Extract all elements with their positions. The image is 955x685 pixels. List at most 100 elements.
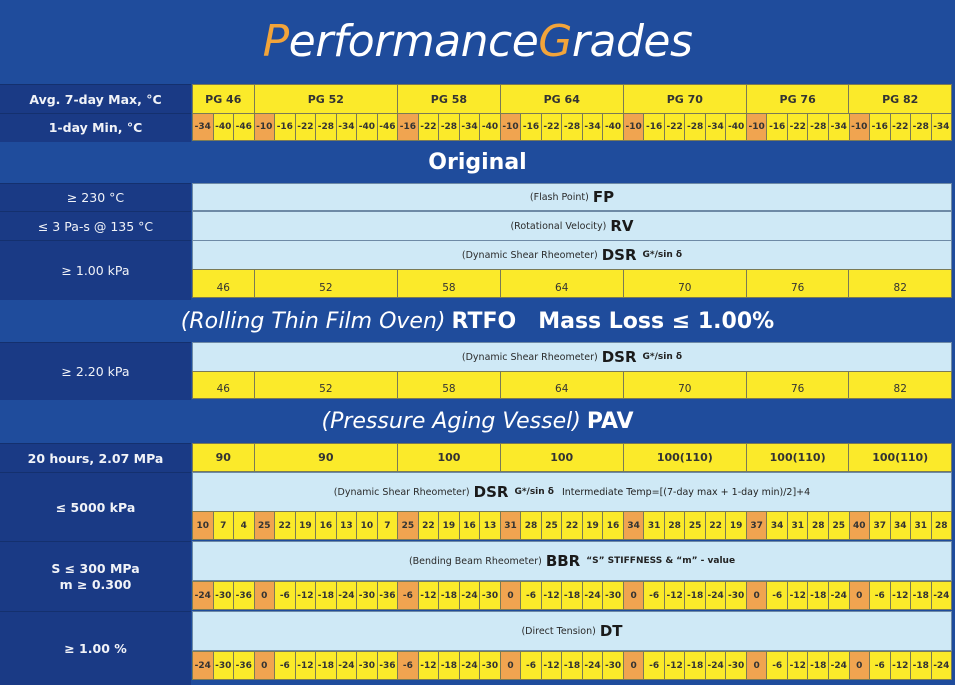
flash-point-criteria: ≥ 230 °C bbox=[0, 183, 191, 212]
grade-cell: 70 bbox=[622, 371, 747, 399]
grade-cell: 82 bbox=[848, 269, 952, 298]
dsr-pav-temps-row: 10 7 4 25 22 19 16 13 10 7 25 22 19 16 13 31 28 25 22 19 16 3… bbox=[192, 511, 953, 540]
temp-cell: 28 bbox=[807, 511, 829, 540]
temp-cell: -12 bbox=[786, 651, 809, 680]
temp-cell: 28 bbox=[663, 511, 686, 540]
temp-cell: -22 bbox=[540, 113, 563, 141]
rotational-viscosity-row: (Rotational Velocity) RV bbox=[192, 211, 952, 241]
temp-cell: -30 bbox=[602, 581, 624, 610]
temp-cell: 28 bbox=[520, 511, 542, 540]
pav-aging-temps: 90 90 100 100 100(110) 100(110) 100(110) bbox=[192, 443, 952, 472]
grade-cell: 100(110) bbox=[745, 443, 850, 472]
grade-cell: 58 bbox=[397, 371, 501, 399]
grade-cell: 46 bbox=[192, 269, 255, 298]
temp-cell: -10 bbox=[745, 113, 768, 141]
temp-cell: -22 bbox=[786, 113, 809, 141]
temp-cell: 13 bbox=[479, 511, 501, 540]
temp-cell: 10 bbox=[356, 511, 378, 540]
temp-cell: -12 bbox=[663, 651, 686, 680]
dt-criteria: ≥ 1.00 % bbox=[0, 611, 191, 685]
temp-cell: -6 bbox=[274, 651, 296, 680]
temp-cell: -24 bbox=[930, 581, 953, 610]
grade-cell: 90 bbox=[192, 443, 255, 472]
temp-cell: -40 bbox=[212, 113, 235, 141]
temp-cell: 31 bbox=[643, 511, 665, 540]
temp-cell: 22 bbox=[561, 511, 583, 540]
temp-cell: 7 bbox=[212, 511, 235, 540]
temp-cell: -18 bbox=[438, 581, 460, 610]
temp-cell: -34 bbox=[335, 113, 358, 141]
dsr-original-grades: 46 52 58 64 70 76 82 bbox=[192, 269, 952, 298]
temp-cell: -34 bbox=[704, 113, 727, 141]
grade-cell: PG 76 bbox=[745, 84, 850, 114]
dsr-original-criteria: ≥ 1.00 kPa bbox=[0, 240, 191, 300]
grade-cell: PG 46 bbox=[192, 84, 255, 114]
temp-cell: -24 bbox=[335, 651, 358, 680]
temp-cell: -22 bbox=[417, 113, 440, 141]
temp-cell: 34 bbox=[766, 511, 788, 540]
temp-cell: -18 bbox=[684, 651, 706, 680]
grade-cell: 64 bbox=[499, 371, 624, 399]
temp-cell: -36 bbox=[376, 581, 399, 610]
temp-cell: -6 bbox=[766, 581, 788, 610]
temp-cell: 0 bbox=[848, 651, 871, 680]
temp-cell: -36 bbox=[376, 651, 399, 680]
grade-cell: 100 bbox=[499, 443, 624, 472]
temp-cell: 0 bbox=[253, 581, 276, 610]
dsr-original-row: (Dynamic Shear Rheometer) DSR G*/sin δ bbox=[192, 240, 952, 270]
temp-cell: -12 bbox=[889, 651, 912, 680]
temp-cell: -40 bbox=[479, 113, 501, 141]
temp-cell: -6 bbox=[869, 651, 891, 680]
temp-cell: 34 bbox=[622, 511, 645, 540]
dsr-pav-row: (Dynamic Shear Rheometer) DSR G*/sin δ Inte… bbox=[192, 472, 952, 512]
temp-cell: 19 bbox=[294, 511, 317, 540]
temp-cell: -16 bbox=[643, 113, 665, 141]
temp-cell: 25 bbox=[540, 511, 563, 540]
temp-cell: -10 bbox=[848, 113, 871, 141]
temp-cell: -36 bbox=[233, 581, 255, 610]
temp-cell: -12 bbox=[786, 581, 809, 610]
grade-cell: PG 64 bbox=[499, 84, 624, 114]
temp-cell: 25 bbox=[827, 511, 850, 540]
min-temp-label: 1-day Min, °C bbox=[0, 113, 191, 142]
direct-tension-row: (Direct Tension) DT bbox=[192, 611, 952, 651]
temp-cell: -10 bbox=[253, 113, 276, 141]
dsr-pav-criteria: ≤ 5000 kPa bbox=[0, 472, 191, 542]
temp-cell: 7 bbox=[376, 511, 399, 540]
temp-cell: 16 bbox=[315, 511, 337, 540]
grade-cell: 100(110) bbox=[848, 443, 952, 472]
temp-cell: 19 bbox=[438, 511, 460, 540]
temp-cell: -30 bbox=[479, 651, 501, 680]
temp-cell: 0 bbox=[499, 581, 522, 610]
grade-header-row: PG 46 PG 52 PG 58 PG 64 PG 70 PG 76 PG 82 bbox=[192, 84, 952, 114]
grade-cell: 90 bbox=[253, 443, 399, 472]
grade-cell: PG 70 bbox=[622, 84, 747, 114]
temp-cell: -34 bbox=[458, 113, 481, 141]
dsr-rtfo-criteria: ≥ 2.20 kPa bbox=[0, 342, 191, 400]
temp-cell: -12 bbox=[294, 651, 317, 680]
grade-cell: 100 bbox=[397, 443, 501, 472]
temp-cell: 31 bbox=[910, 511, 932, 540]
temp-cell: -40 bbox=[356, 113, 378, 141]
temp-cell: -30 bbox=[356, 651, 378, 680]
grade-cell: PG 52 bbox=[253, 84, 399, 114]
grade-cell: 52 bbox=[253, 371, 399, 399]
bbr-temps-row: -24 -30 -36 0 -6 -12 -18 -24 -30 -36 -6 -12 -18 -24 -3… bbox=[192, 581, 953, 610]
temp-cell: -24 bbox=[581, 651, 604, 680]
grade-cell: 52 bbox=[253, 269, 399, 298]
temp-cell: 0 bbox=[745, 651, 768, 680]
grade-cell: PG 82 bbox=[848, 84, 952, 114]
temp-cell: 0 bbox=[499, 651, 522, 680]
dsr-rtfo-grades: 46 52 58 64 70 76 82 bbox=[192, 371, 952, 399]
temp-cell: -18 bbox=[807, 651, 829, 680]
temp-cell: -28 bbox=[438, 113, 460, 141]
temp-cell: -12 bbox=[540, 651, 563, 680]
temp-cell: -6 bbox=[766, 651, 788, 680]
temp-cell: -24 bbox=[930, 651, 953, 680]
temp-cell: 22 bbox=[274, 511, 296, 540]
grade-cell: 100(110) bbox=[622, 443, 747, 472]
temp-cell: -34 bbox=[192, 113, 214, 141]
temp-cell: -16 bbox=[274, 113, 296, 141]
temp-cell: -6 bbox=[643, 651, 665, 680]
temp-cell: -34 bbox=[930, 113, 953, 141]
